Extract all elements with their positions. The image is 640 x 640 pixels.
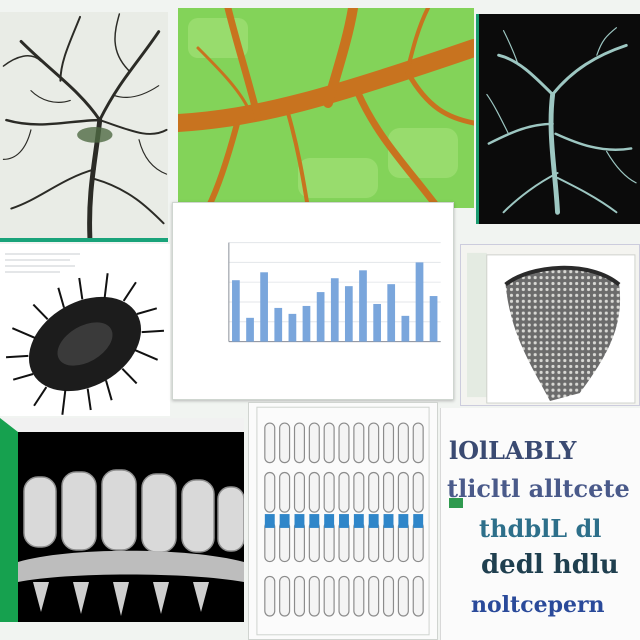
tooth-shape xyxy=(264,471,276,513)
tooth-shape xyxy=(382,471,395,513)
chart-bar xyxy=(387,284,396,342)
tooth-highlight xyxy=(279,514,290,528)
tooth-shape xyxy=(412,471,424,513)
chart-bar xyxy=(373,303,382,342)
tooth-shape xyxy=(412,521,424,563)
tooth-shape xyxy=(368,575,380,617)
chart-bar xyxy=(246,317,254,342)
poster-line-4: dedl hdlu xyxy=(481,550,619,580)
teeth-diagram-image xyxy=(249,403,437,639)
tooth-shape xyxy=(382,521,395,563)
tooth-shape xyxy=(353,471,365,513)
tooth-shape xyxy=(293,575,306,617)
vertebrae-render-tile xyxy=(0,418,244,622)
tooth-highlight xyxy=(353,514,364,528)
tooth-highlight xyxy=(309,514,320,528)
chart-bar xyxy=(232,280,240,342)
tooth-shape xyxy=(397,422,409,464)
tooth-highlight xyxy=(413,514,424,528)
poster-line-1: lOlLABLY xyxy=(449,436,577,465)
tooth-shape xyxy=(323,422,335,464)
chart-bar xyxy=(359,270,367,342)
chart-bar xyxy=(288,313,297,342)
tooth-shape xyxy=(353,575,365,617)
tooth-highlight xyxy=(264,514,275,528)
tooth-shape xyxy=(308,575,320,617)
tooth-shape xyxy=(279,521,291,563)
tooth-shape xyxy=(308,471,320,513)
specimen-scan-tile xyxy=(460,244,640,406)
tooth-shape xyxy=(397,471,409,513)
bar-chart-document xyxy=(172,202,454,400)
tooth-shape xyxy=(323,471,335,513)
tooth-shape xyxy=(412,422,424,464)
tooth-shape xyxy=(382,575,395,617)
tooth-shape xyxy=(279,422,291,464)
chart-bar xyxy=(330,278,339,342)
chart-bar xyxy=(415,262,424,342)
tooth-shape xyxy=(293,521,306,563)
poster-line-2: tlicltl alltcete xyxy=(447,474,630,503)
chart-bar xyxy=(429,296,438,342)
poster-green-mark xyxy=(449,498,463,508)
tree-illustration xyxy=(2,13,168,238)
tooth-shape xyxy=(308,521,320,563)
leaf-vein-tile xyxy=(178,8,474,208)
tooth-shape xyxy=(353,521,365,563)
chart-bar xyxy=(274,307,283,342)
bar-chart xyxy=(228,242,441,343)
chart-bar xyxy=(401,315,410,342)
tooth-shape xyxy=(368,471,380,513)
vascular-tree-image xyxy=(479,15,640,223)
tooth-shape xyxy=(264,575,276,617)
poster-line-5: noltcepern xyxy=(471,592,605,618)
tooth-shape xyxy=(368,521,380,563)
tooth-shape xyxy=(338,422,350,464)
tree-illustration-tile xyxy=(0,12,168,242)
tooth-shape xyxy=(323,521,335,563)
tooth-shape xyxy=(338,471,350,513)
tooth-highlight xyxy=(368,514,379,528)
tooth-shape xyxy=(279,471,291,513)
vascular-tree-tile xyxy=(476,14,640,224)
tooth-shape xyxy=(264,521,276,563)
tooth-shape xyxy=(338,521,350,563)
chart-bar xyxy=(302,305,311,342)
tooth-shape xyxy=(279,575,291,617)
spiny-organism-tile xyxy=(0,244,170,416)
tooth-shape xyxy=(353,422,365,464)
teeth-diagram-tile xyxy=(248,402,438,640)
spiny-organism-image xyxy=(0,244,170,416)
tooth-highlight xyxy=(398,514,409,528)
tooth-shape xyxy=(293,422,306,464)
specimen-scan-image xyxy=(461,245,639,405)
tooth-highlight xyxy=(383,514,394,528)
tooth-shape xyxy=(397,575,409,617)
poster-line-3: thdblL dl xyxy=(479,514,602,543)
chart-bar xyxy=(344,286,353,342)
tooth-shape xyxy=(382,422,395,464)
chart-bar xyxy=(316,292,325,342)
text-poster-tile: lOlLABLY tlicltl alltcete thdblL dl dedl… xyxy=(440,408,640,640)
leaf-vein-image xyxy=(178,8,474,208)
tooth-shape xyxy=(397,521,409,563)
tooth-shape xyxy=(264,422,276,464)
tooth-shape xyxy=(368,422,380,464)
tooth-shape xyxy=(293,471,306,513)
tooth-highlight xyxy=(294,514,305,528)
tooth-shape xyxy=(323,575,335,617)
tooth-shape xyxy=(308,422,320,464)
vertebrae-render-image xyxy=(18,432,244,622)
tooth-highlight xyxy=(324,514,335,528)
tooth-shape xyxy=(338,575,350,617)
tooth-shape xyxy=(412,575,424,617)
chart-bar xyxy=(260,272,268,342)
tooth-highlight xyxy=(339,514,349,528)
